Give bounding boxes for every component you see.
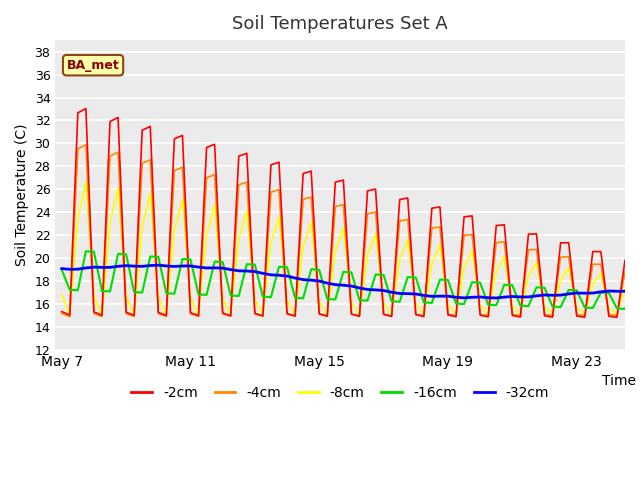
Text: BA_met: BA_met <box>67 59 120 72</box>
Title: Soil Temperatures Set A: Soil Temperatures Set A <box>232 15 448 33</box>
X-axis label: Time: Time <box>602 374 636 388</box>
Legend: -2cm, -4cm, -8cm, -16cm, -32cm: -2cm, -4cm, -8cm, -16cm, -32cm <box>125 380 555 405</box>
Y-axis label: Soil Temperature (C): Soil Temperature (C) <box>15 124 29 266</box>
